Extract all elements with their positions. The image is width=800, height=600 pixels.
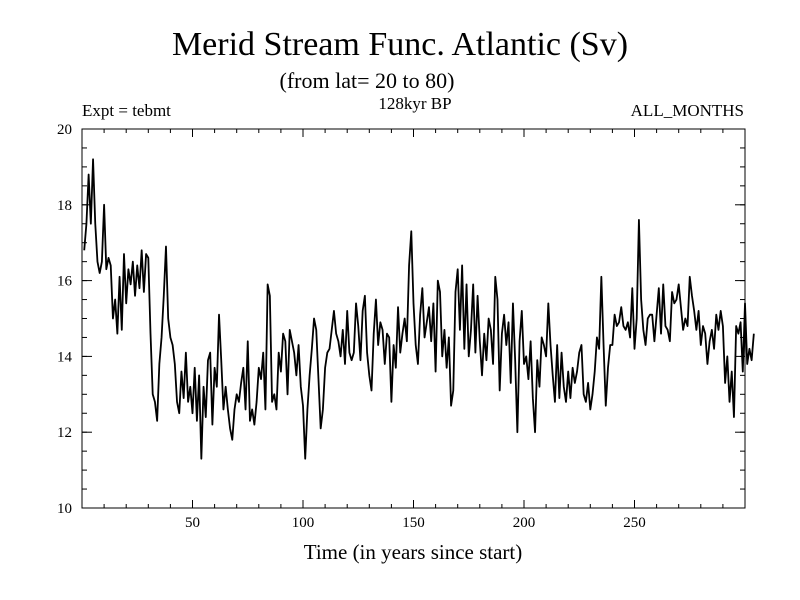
y-tick-label: 20 [57, 122, 72, 138]
x-axis-label: Time (in years since start) [303, 540, 523, 564]
period-label: 128kyr BP [378, 94, 452, 113]
y-tick-label: 18 [57, 198, 72, 214]
tick-labels: 50 100 150 200 250 10 12 14 16 18 20 [57, 122, 646, 531]
plot-frame [81, 128, 746, 509]
months-label: ALL_MONTHS [630, 101, 744, 120]
experiment-label: Expt = tebmt [82, 101, 171, 120]
x-tick-label: 50 [185, 515, 200, 531]
y-tick-label: 14 [57, 349, 73, 365]
x-tick-label: 200 [513, 515, 536, 531]
x-tick-label: 100 [292, 515, 315, 531]
series-line [83, 158, 755, 460]
series-group [83, 158, 755, 460]
chart-title: Merid Stream Func. Atlantic (Sv) [171, 26, 629, 63]
y-tick-label: 12 [57, 425, 72, 441]
x-tick-label: 250 [623, 515, 646, 531]
y-tick-label: 16 [57, 274, 73, 290]
y-tick-label: 10 [57, 501, 72, 517]
chart-subtitle: (from lat= 20 to 80) [279, 68, 455, 93]
x-tick-label: 150 [402, 515, 425, 531]
